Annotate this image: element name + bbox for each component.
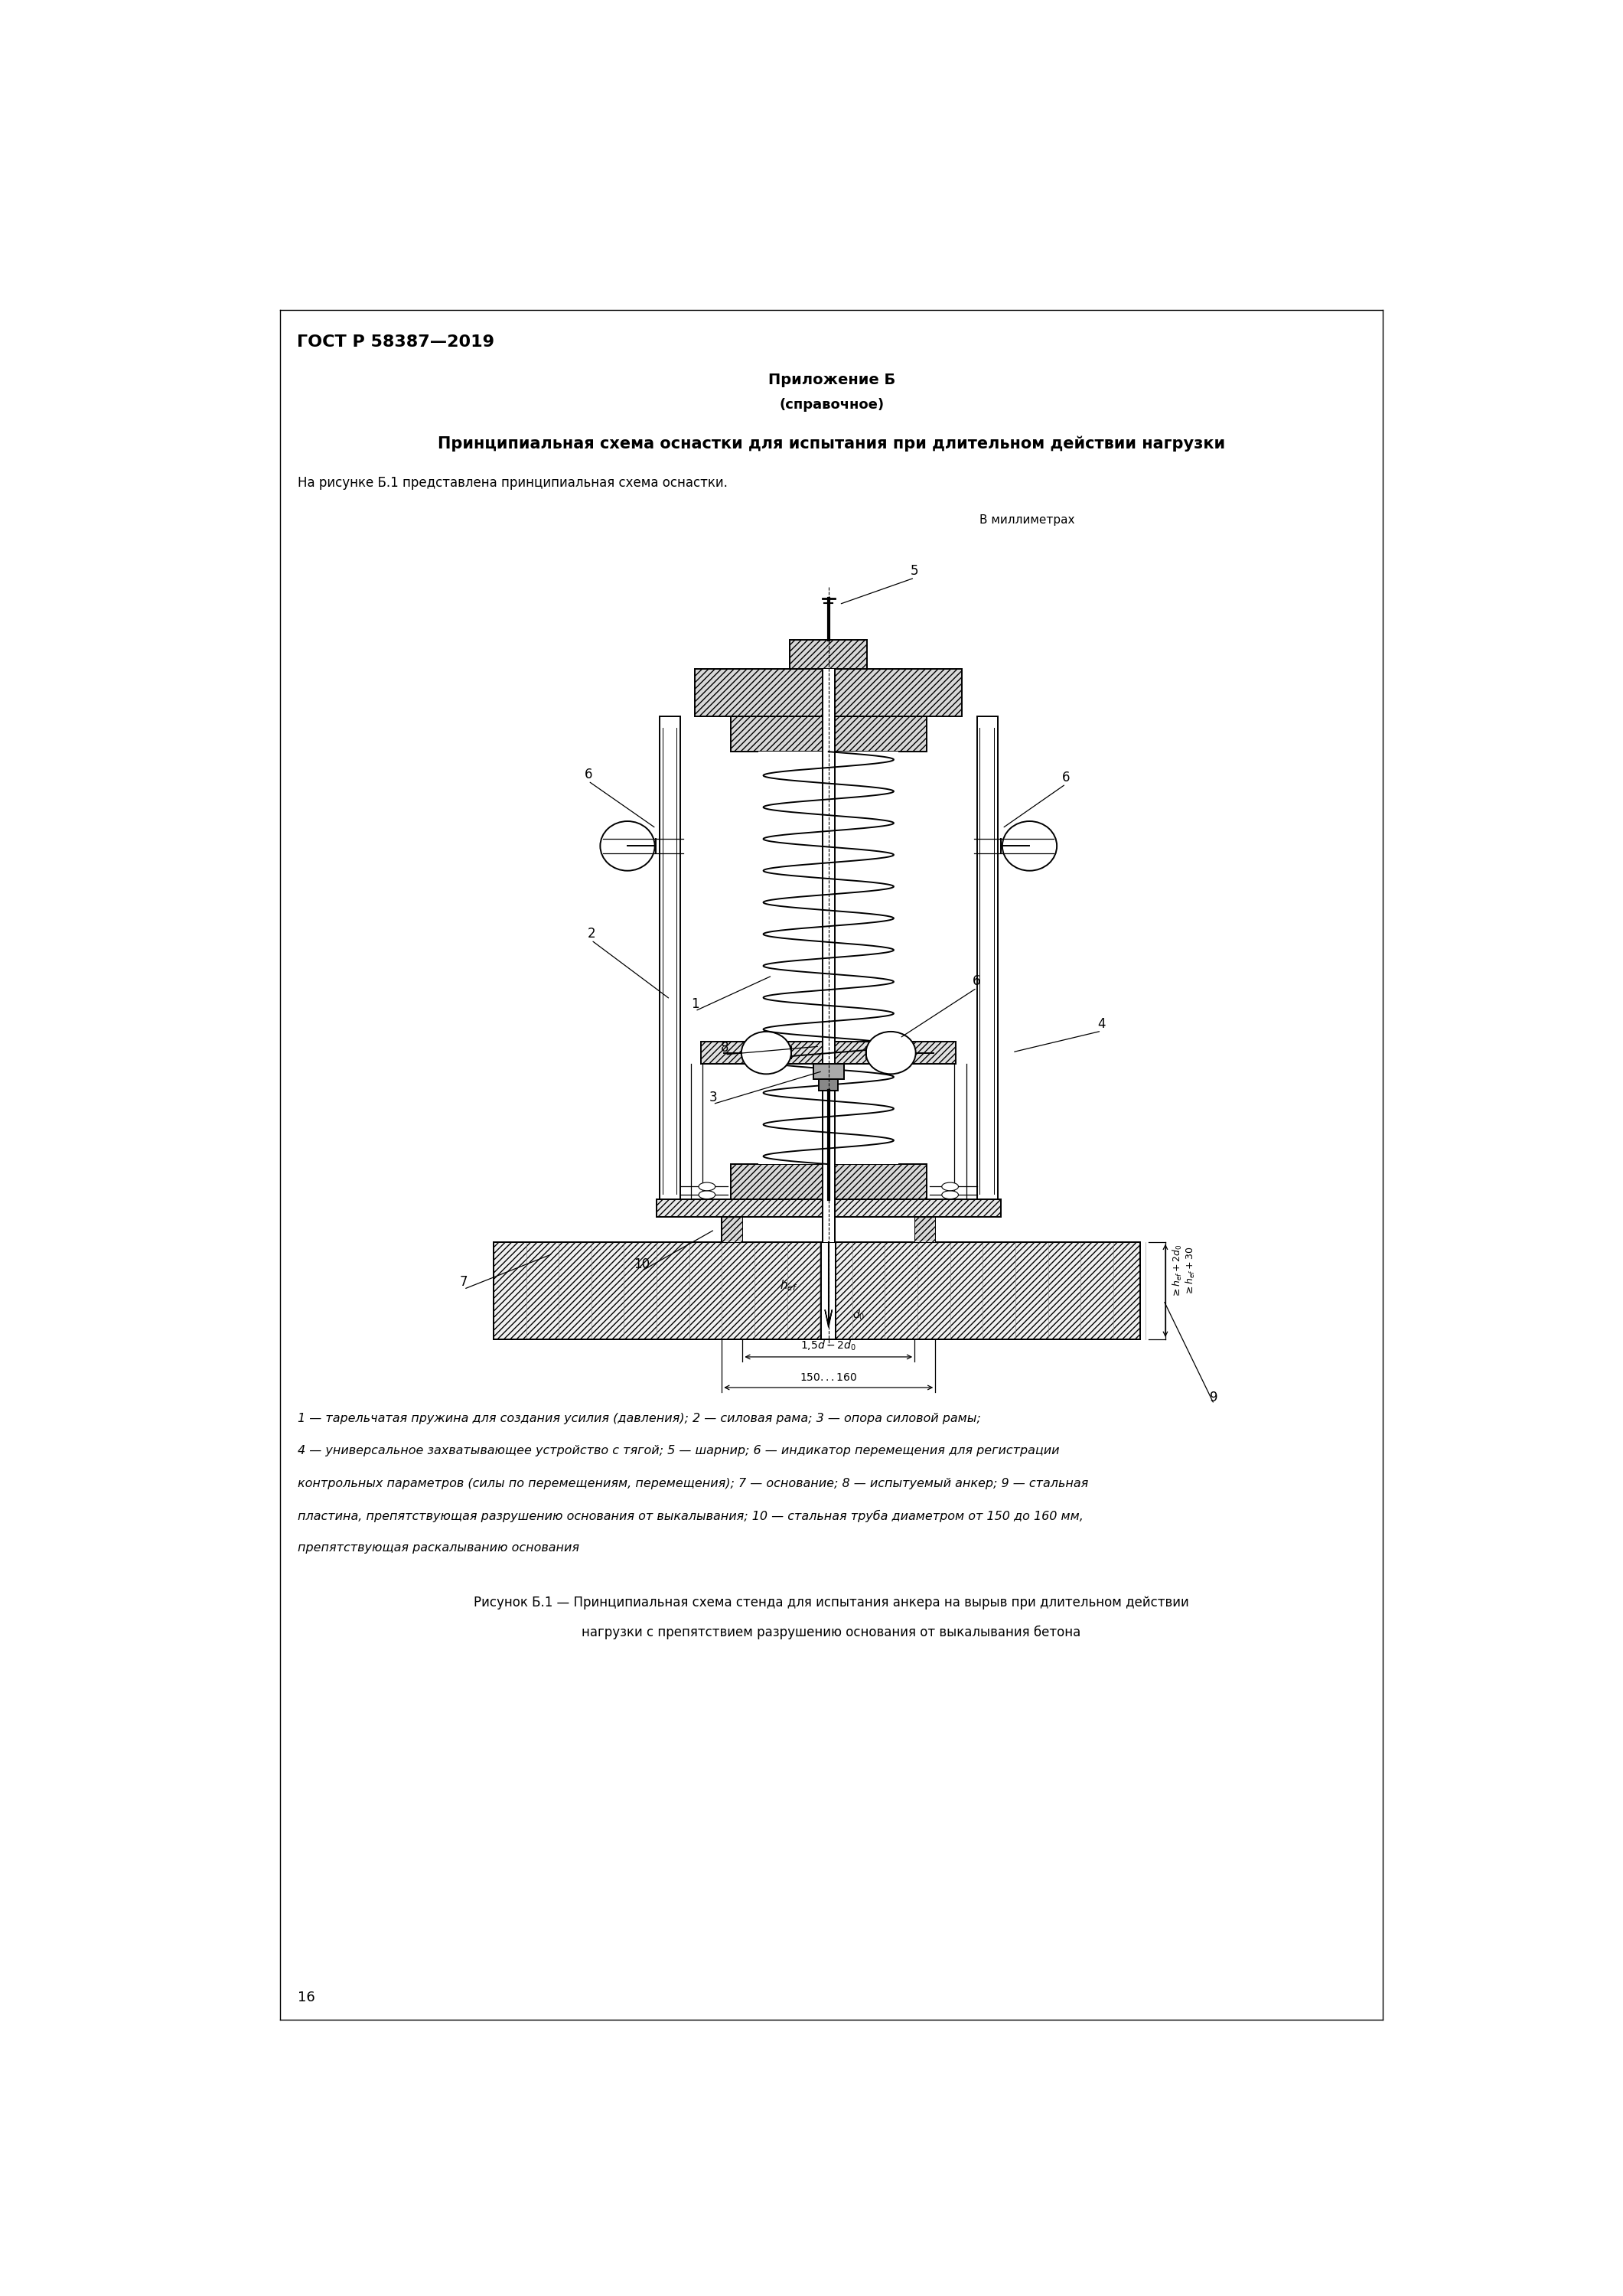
Bar [695,668,962,716]
Polygon shape [824,1309,833,1327]
Bar [977,716,998,1199]
Text: ГОСТ Р 58387—2019: ГОСТ Р 58387—2019 [297,335,493,349]
Text: 1 — тарельчатая пружина для создания усилия (давления); 2 — силовая рама; 3 — оп: 1 — тарельчатая пружина для создания уси… [297,1412,980,1424]
Text: Принципиальная схема оснастки для испытания при длительном действии нагрузки: Принципиальная схема оснастки для испыта… [438,436,1225,452]
Bar [821,1242,836,1339]
Text: 2: 2 [588,928,596,941]
Text: пластина, препятствующая разрушению основания от выкалывания; 10 — стальная труб: пластина, препятствующая разрушению осно… [297,1511,1084,1522]
Text: $h_{ef}$: $h_{ef}$ [781,1279,799,1293]
Text: нагрузки с препятствием разрушению основания от выкалывания бетона: нагрузки с препятствием разрушению основ… [583,1626,1081,1639]
Bar [722,1217,935,1242]
Text: 4: 4 [1097,1017,1105,1031]
Text: На рисунке Б.1 представлена принципиальная схема оснастки.: На рисунке Б.1 представлена принципиальн… [297,475,727,489]
Text: 4 — универсальное захватывающее устройство с тягой; 5 — шарнир; 6 — индикатор пе: 4 — универсальное захватывающее устройст… [297,1444,1060,1456]
Text: (справочное): (справочное) [779,397,885,411]
Text: 9: 9 [1211,1391,1217,1405]
Text: $\geq h_{ef}+30$: $\geq h_{ef}+30$ [1185,1247,1196,1295]
Ellipse shape [941,1192,959,1199]
Text: 6: 6 [584,767,592,781]
Ellipse shape [698,1192,716,1199]
Text: $150...160$: $150...160$ [800,1373,857,1382]
Bar [914,1217,935,1242]
Bar [493,1242,1139,1339]
Bar [820,1079,837,1091]
Ellipse shape [601,822,654,870]
Ellipse shape [1003,822,1057,870]
Text: контрольных параметров (силы по перемещениям, перемещения); 7 — основание; 8 — и: контрольных параметров (силы по перемеще… [297,1479,1089,1490]
Bar [722,1217,743,1242]
Text: 6: 6 [1061,771,1070,785]
Text: 5: 5 [911,565,919,579]
Text: $d_0$: $d_0$ [852,1309,865,1322]
Text: 8: 8 [721,1040,729,1054]
Text: В миллиметрах: В миллиметрах [980,514,1074,526]
Ellipse shape [867,1031,915,1075]
Bar [730,1164,927,1199]
Text: 7: 7 [459,1274,467,1288]
Text: препятствующая раскалыванию основания: препятствующая раскалыванию основания [297,1543,579,1554]
Text: $\geq h_{ef}+2d_0$: $\geq h_{ef}+2d_0$ [1172,1244,1183,1297]
Text: $1{,}5d-2d_0$: $1{,}5d-2d_0$ [800,1339,857,1352]
Bar [758,751,899,1164]
Bar [790,641,867,668]
Bar [657,1199,1000,1217]
Text: 3: 3 [709,1091,717,1104]
Bar [823,668,834,1242]
Text: Рисунок Б.1 — Принципиальная схема стенда для испытания анкера на вырыв при длит: Рисунок Б.1 — Принципиальная схема стенд… [474,1596,1190,1609]
Bar [493,1242,1139,1339]
Bar [813,1063,844,1079]
Text: 6: 6 [972,974,980,987]
Bar [659,716,680,1199]
Bar [701,1042,956,1063]
Text: 10: 10 [633,1258,649,1272]
Bar [730,716,927,751]
Text: 1: 1 [691,996,700,1010]
Ellipse shape [698,1182,716,1192]
Text: 16: 16 [297,1991,315,2004]
Ellipse shape [742,1031,790,1075]
Ellipse shape [941,1182,959,1192]
Text: Приложение Б: Приложение Б [768,372,896,388]
